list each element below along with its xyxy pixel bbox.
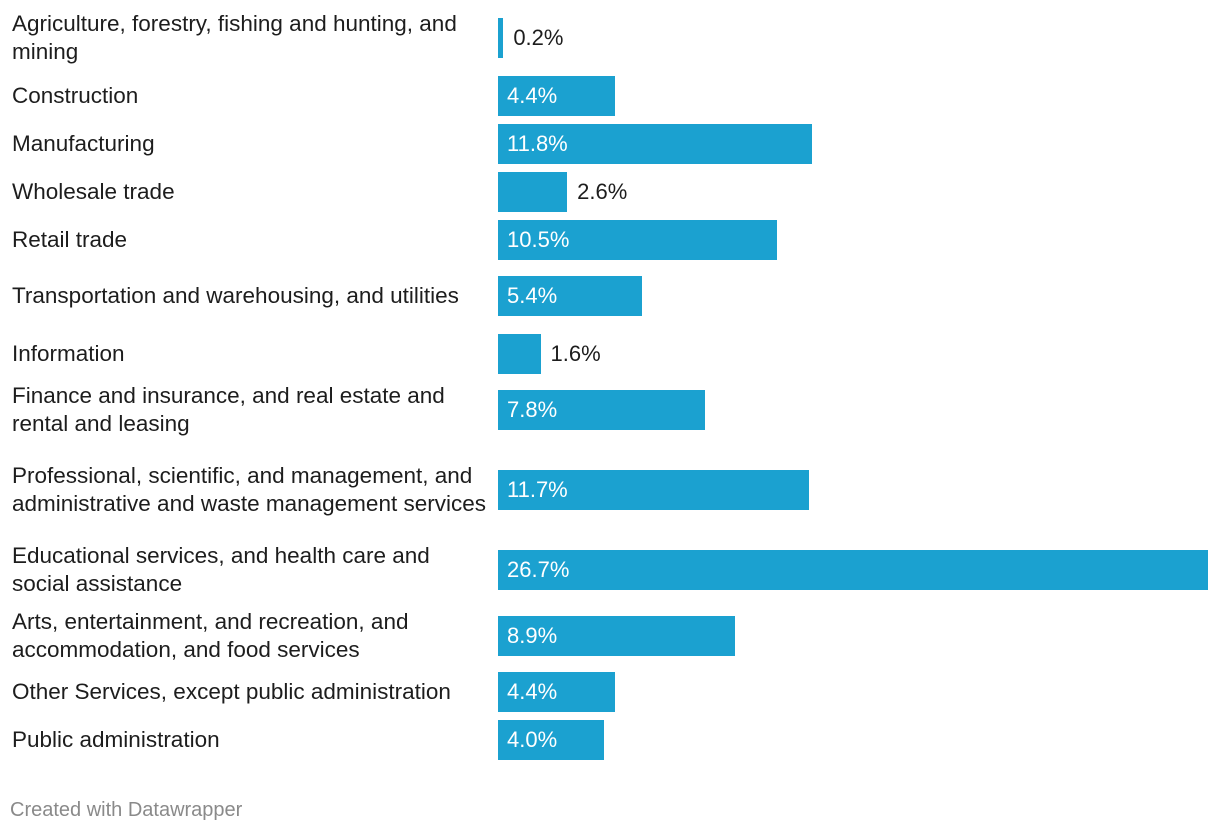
value-label: 11.8%	[507, 131, 568, 156]
category-label: Other Services, except public administra…	[12, 678, 451, 704]
bar	[498, 76, 615, 116]
bar	[498, 390, 706, 430]
category-label: Professional, scientific, and management…	[12, 462, 486, 517]
bar	[498, 720, 605, 760]
bar	[498, 550, 1208, 590]
bar	[498, 18, 504, 58]
category-label: Retail trade	[12, 226, 128, 252]
value-label: 0.2%	[513, 25, 564, 50]
bar	[498, 334, 541, 374]
bar	[498, 220, 778, 260]
category-label: Finance and insurance, and real estate a…	[12, 382, 445, 437]
value-label: 1.6%	[550, 341, 601, 366]
category-label: Arts, entertainment, and recreation, and…	[12, 608, 409, 663]
category-label: Construction	[12, 82, 139, 108]
category-label: Educational services, and health care an…	[12, 542, 430, 597]
value-label: 26.7%	[507, 557, 570, 582]
bar	[498, 124, 812, 164]
footer-credit: Created with Datawrapper	[10, 799, 243, 821]
value-label: 5.4%	[507, 283, 558, 308]
category-label: Wholesale trade	[12, 178, 175, 204]
category-label: Transportation and warehousing, and util…	[12, 282, 459, 308]
category-label: Manufacturing	[12, 130, 155, 156]
value-label: 11.7%	[507, 477, 568, 502]
value-label: 4.4%	[507, 679, 558, 704]
bar	[498, 470, 810, 510]
bar	[498, 172, 568, 212]
category-label: Information	[12, 340, 125, 366]
category-label: Agriculture, forestry, fishing and hunti…	[12, 10, 457, 65]
value-label: 10.5%	[507, 227, 570, 252]
bar	[498, 276, 642, 316]
bar	[498, 616, 735, 656]
value-label: 4.0%	[507, 727, 558, 752]
value-label: 8.9%	[507, 623, 558, 648]
value-label: 4.4%	[507, 83, 558, 108]
value-label: 7.8%	[507, 397, 558, 422]
bar	[498, 672, 615, 712]
category-label: Public administration	[12, 726, 220, 752]
value-label: 2.6%	[577, 179, 628, 204]
